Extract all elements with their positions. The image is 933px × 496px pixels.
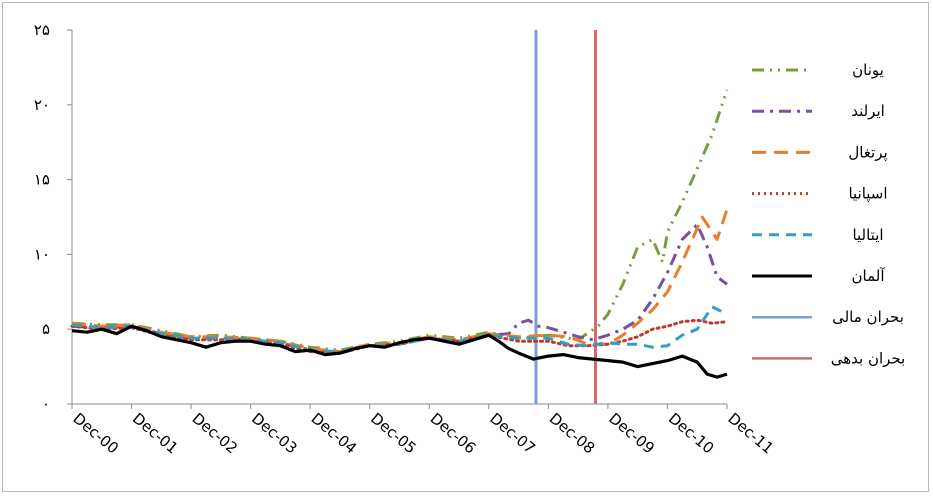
x-tick-label: Dec-06	[427, 409, 480, 457]
x-tick-label: Dec-08	[546, 409, 599, 457]
x-tick-label: Dec-05	[367, 409, 420, 457]
legend-label: اسپانیا	[848, 185, 887, 204]
x-tick-label: Dec-00	[69, 409, 122, 457]
legend-label: بحران مالی	[832, 308, 904, 326]
series-line	[71, 89, 729, 352]
y-tick-label: ۰	[42, 395, 50, 413]
series-line	[71, 223, 728, 355]
legend-label: پرتغال	[848, 143, 887, 162]
y-tick-label: ۵	[42, 320, 50, 338]
legend-label: آلمان	[852, 267, 886, 285]
series-line	[70, 318, 729, 355]
x-tick-label: Dec-01	[129, 409, 182, 457]
series-line	[71, 305, 728, 354]
x-tick-label: Dec-07	[486, 409, 539, 457]
legend-label: یونان	[852, 61, 884, 79]
x-tick-label: Dec-04	[308, 409, 361, 457]
y-tick-label: ۲۵	[34, 21, 50, 39]
x-tick-label: Dec-02	[189, 409, 242, 457]
series-line	[71, 324, 728, 379]
legend-label: ایتالیا	[852, 226, 883, 244]
x-tick-label: Dec-11	[724, 409, 777, 457]
series-line	[71, 209, 729, 354]
legend-label: ایرلند	[851, 102, 885, 120]
legend-label: بحران بدهی	[831, 349, 906, 367]
x-tick-label: Dec-10	[665, 409, 718, 457]
y-tick-label: ۱۰	[34, 245, 50, 263]
x-tick-label: Dec-09	[605, 409, 658, 457]
y-tick-label: ۱۵	[34, 171, 50, 189]
y-tick-label: ۲۰	[34, 96, 50, 114]
x-tick-label: Dec-03	[248, 409, 301, 457]
